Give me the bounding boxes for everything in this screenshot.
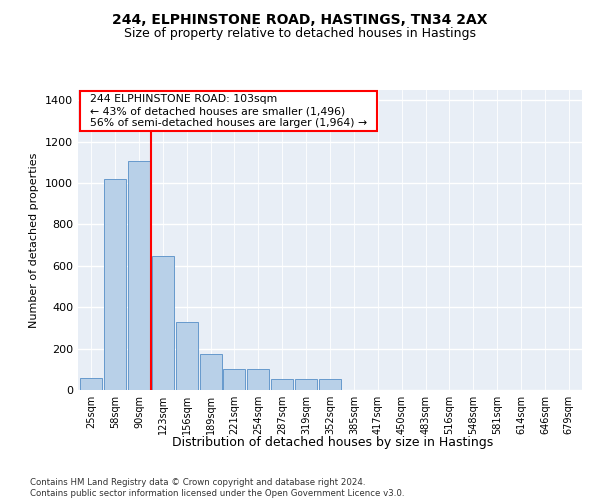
Bar (152, 256, 174, 390)
Bar (271, 378, 293, 390)
Bar (80, 378, 102, 390)
Text: 244, ELPHINSTONE ROAD, HASTINGS, TN34 2AX: 244, ELPHINSTONE ROAD, HASTINGS, TN34 2A… (112, 12, 488, 26)
Text: Size of property relative to detached houses in Hastings: Size of property relative to detached ho… (124, 28, 476, 40)
Bar (200, 354, 221, 390)
Text: 244 ELPHINSTONE ROAD: 103sqm  
  ← 43% of detached houses are smaller (1,496)  
: 244 ELPHINSTONE ROAD: 103sqm ← 43% of de… (83, 94, 374, 128)
Bar (247, 370, 269, 390)
Bar (223, 370, 245, 390)
Text: Distribution of detached houses by size in Hastings: Distribution of detached houses by size … (172, 436, 494, 449)
Bar (128, 162, 150, 390)
Bar (295, 378, 317, 390)
Text: Contains HM Land Registry data © Crown copyright and database right 2024.
Contai: Contains HM Land Registry data © Crown c… (30, 478, 404, 498)
Y-axis label: Number of detached properties: Number of detached properties (29, 152, 40, 328)
Bar (319, 378, 341, 390)
Bar (176, 322, 197, 390)
Bar (104, 179, 126, 390)
